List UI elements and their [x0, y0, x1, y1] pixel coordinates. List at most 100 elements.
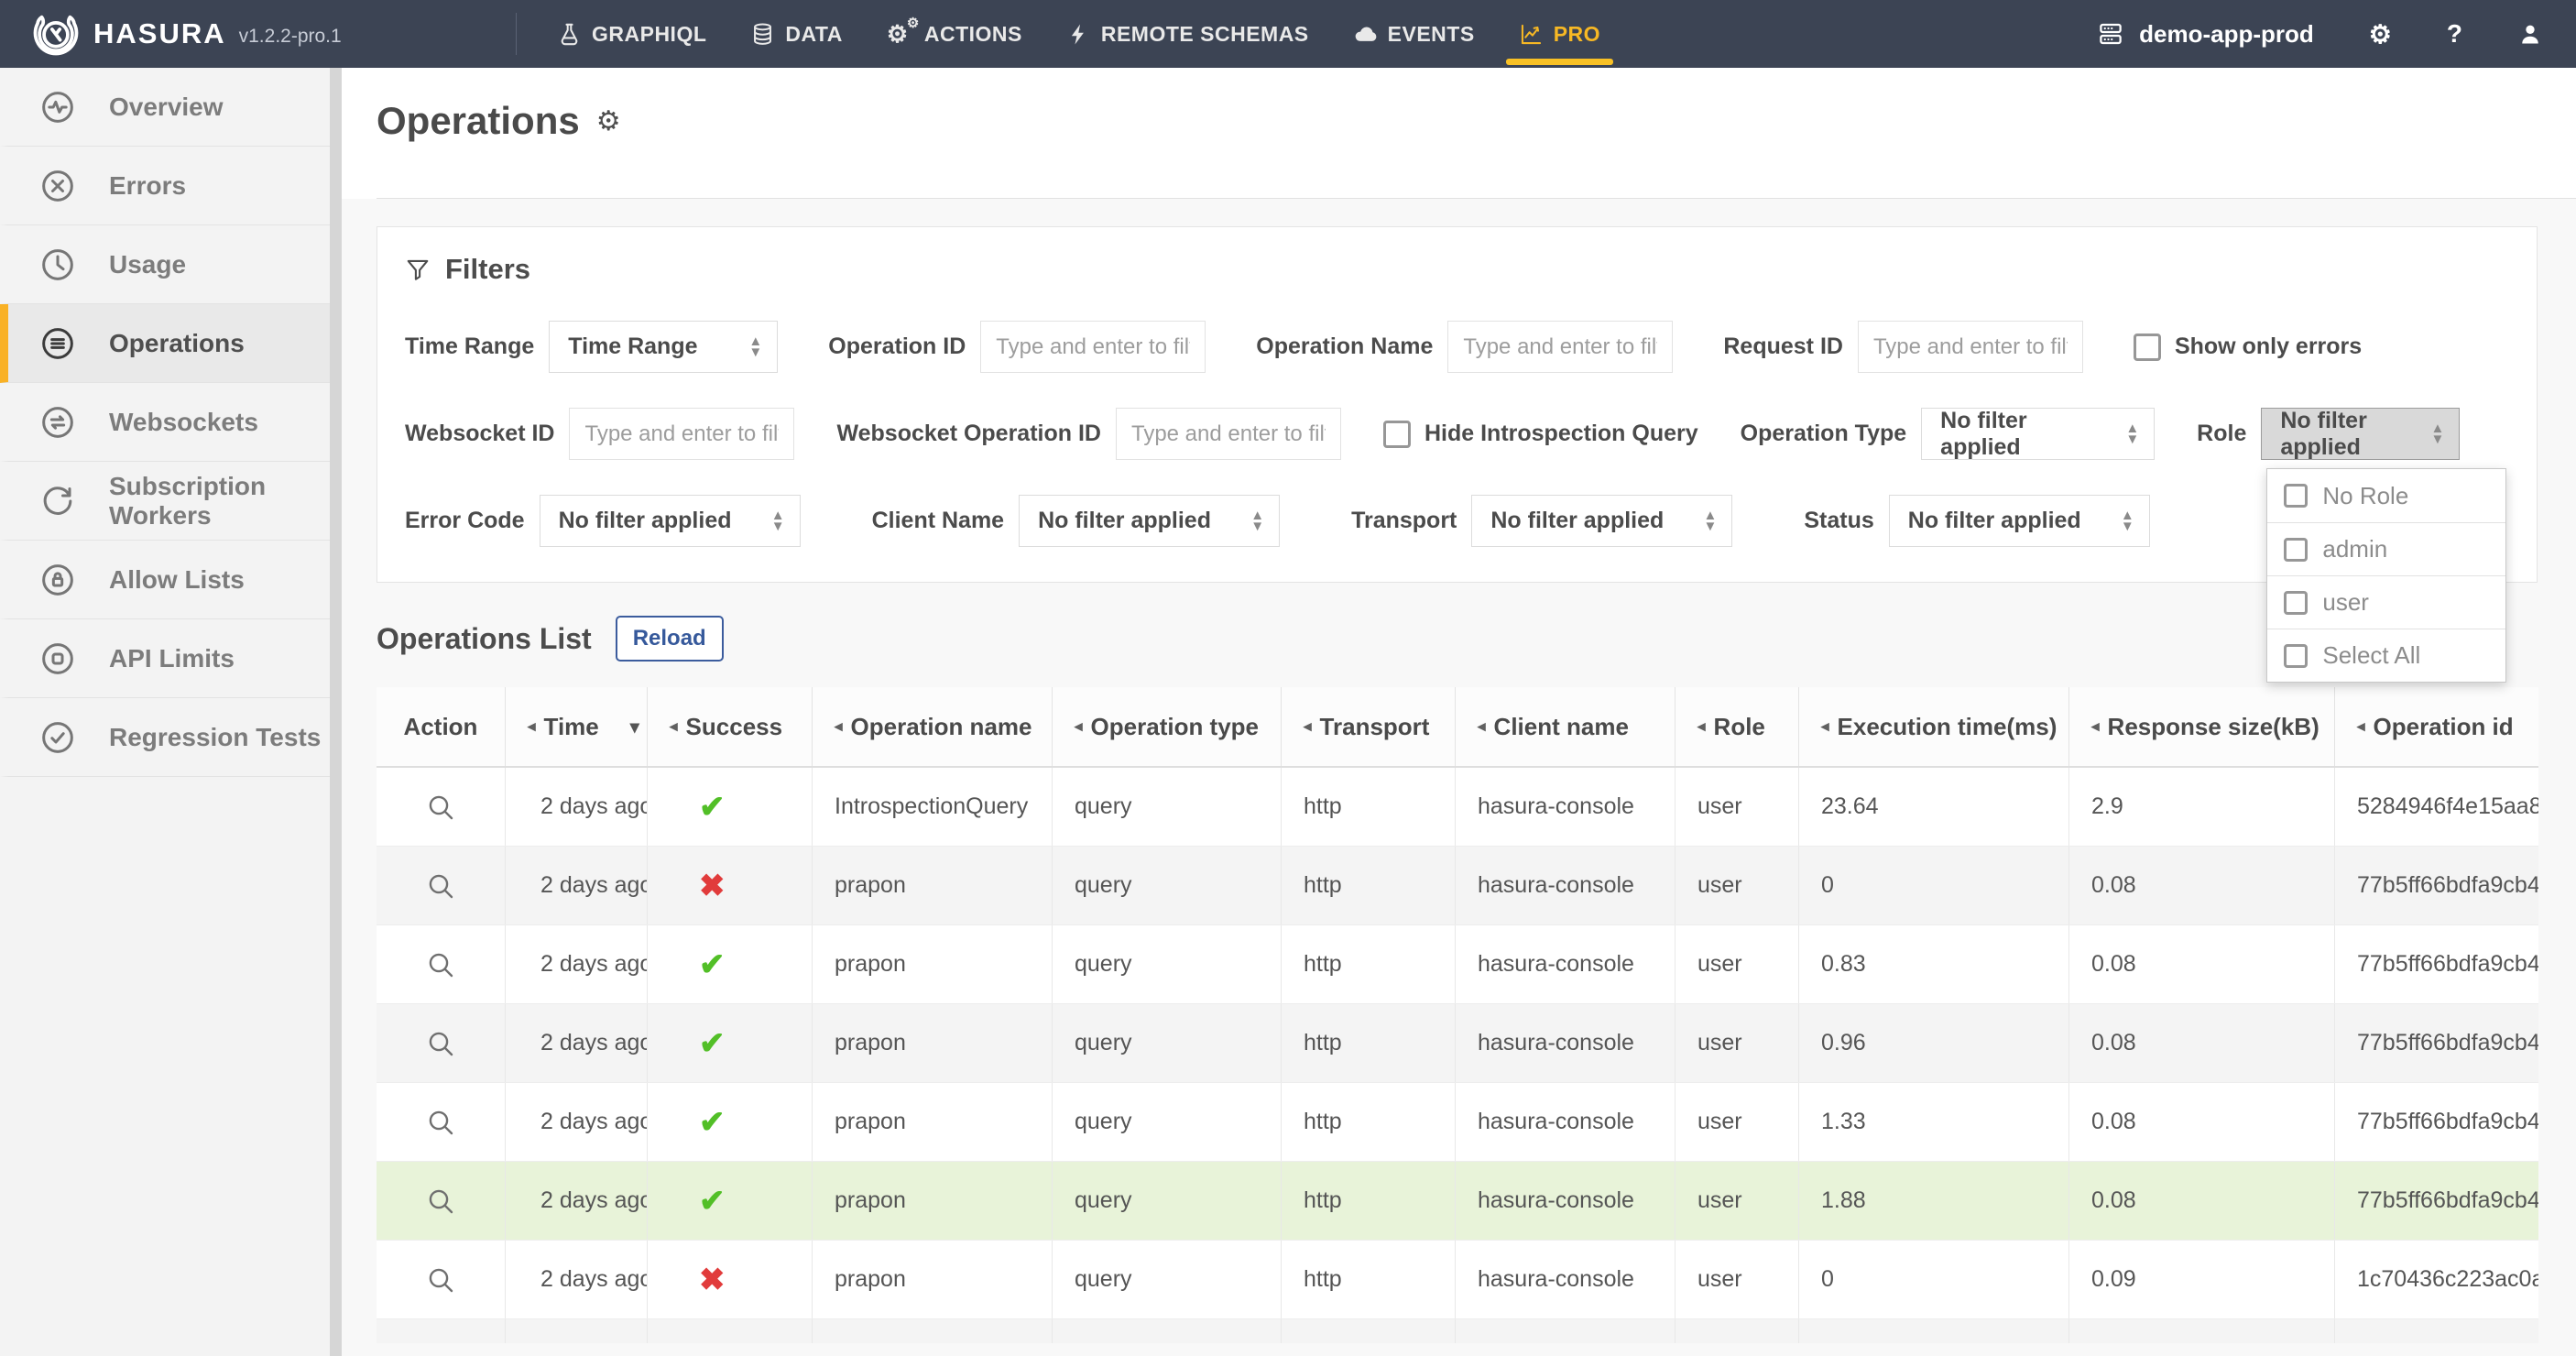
role-option-checkbox[interactable] [2284, 590, 2309, 615]
cell-operation-id: 77b5ff66bdfa9cb4f2f967 [2334, 1083, 2538, 1161]
column-header-action[interactable]: Action [403, 712, 478, 740]
nav-item-events[interactable]: EVENTS [1353, 0, 1475, 68]
sidebar-item-api-limits[interactable]: API Limits [0, 619, 330, 698]
request-id-input[interactable] [1857, 321, 2083, 373]
sidebar-scrollbar[interactable] [330, 68, 342, 1356]
operation-name-input[interactable] [1447, 321, 1674, 373]
nav-item-pro[interactable]: PRO [1505, 0, 1614, 68]
column-header-transport[interactable]: ◂ Transport [1281, 687, 1455, 766]
sort-icon: ◂ [1075, 717, 1083, 735]
column-header-execution-time[interactable]: ◂ Execution time(ms) [1798, 687, 2068, 766]
client-name-select[interactable]: No filter applied ▲ ▼ [1019, 495, 1281, 547]
nav-item-label: GRAPHIQL [592, 21, 707, 46]
nav-item-label: REMOTE SCHEMAS [1100, 21, 1309, 46]
nav-item-graphiql[interactable]: GRAPHIQL [557, 0, 706, 68]
project-selector[interactable]: demo-app-prod [2097, 20, 2314, 49]
sidebar-item-overview[interactable]: Overview [0, 68, 330, 147]
filter-request-id: Request ID [1723, 321, 2083, 373]
column-header-success[interactable]: ◂ Success [647, 687, 812, 766]
column-header-client-name[interactable]: ◂ Client name [1455, 687, 1675, 766]
cell-transport: http [1281, 1241, 1455, 1318]
error-code-select[interactable]: No filter applied ▲ ▼ [539, 495, 801, 547]
websocket-operation-id-input[interactable] [1115, 408, 1341, 460]
role-option-select-all[interactable]: Select All [2267, 629, 2506, 682]
sidebar-item-regression-tests[interactable]: Regression Tests [0, 698, 330, 777]
role-option-user[interactable]: user [2267, 575, 2506, 629]
cell-operation-type: query [1052, 925, 1281, 1003]
cell-response-size: 0.08 [2068, 847, 2334, 924]
nav-item-actions[interactable]: ⚙ ⚙ ACTIONS [887, 0, 1022, 68]
nav-item-data[interactable]: DATA [750, 0, 842, 68]
cell-client-name: hasura-console [1455, 1162, 1675, 1240]
cell-client-name: hasura-console [1455, 1004, 1675, 1082]
sidebar-item-allow-lists[interactable]: Allow Lists [0, 541, 330, 619]
brand[interactable]: HASURA v1.2.2-pro.1 [33, 11, 516, 57]
status-select[interactable]: No filter applied ▲ ▼ [1888, 495, 2150, 547]
help-icon[interactable]: ? [2446, 19, 2462, 48]
error-circle-icon [39, 168, 76, 204]
inspect-icon[interactable] [426, 1265, 455, 1295]
table-row: 2 days ago ✔ prapon query http hasura-co… [377, 1004, 2538, 1083]
show-only-errors-checkbox[interactable] [2133, 333, 2161, 361]
page-settings-gear-icon[interactable]: ⚙ [595, 105, 621, 137]
hasura-logo-icon [33, 15, 79, 56]
sidebar-item-operations[interactable]: Operations [0, 304, 330, 383]
operation-type-select[interactable]: No filter applied ▲ ▼ [1921, 408, 2156, 460]
sidebar-item-usage[interactable]: Usage [0, 225, 330, 304]
inspect-icon[interactable] [426, 1108, 455, 1137]
time-range-select[interactable]: Time Range ▲ ▼ [549, 321, 779, 373]
cell-operation-id: 77b5ff66bdfa9cb4f2f967 [2334, 925, 2538, 1003]
inspect-icon[interactable] [426, 793, 455, 822]
websocket-id-input[interactable] [569, 408, 795, 460]
sidebar-item-errors[interactable]: Errors [0, 147, 330, 225]
nav-item-label: ACTIONS [923, 21, 1022, 46]
transport-select[interactable]: No filter applied ▲ ▼ [1471, 495, 1733, 547]
role-option-checkbox[interactable] [2284, 537, 2309, 562]
inspect-icon[interactable] [426, 1029, 455, 1058]
table-row: 2 days ago ✔ prapon query http hasura-co… [377, 925, 2538, 1004]
active-tab-indicator [1505, 59, 1614, 65]
cell-operation-id: 77b5ff66bdfa9cb4f2f967 [2334, 1162, 2538, 1240]
cell-response-size: 0.08 [2068, 1004, 2334, 1082]
filter-hide-introspection: Hide Introspection Query [1382, 420, 1698, 448]
column-header-operation-type[interactable]: ◂ Operation type [1052, 687, 1281, 766]
filter-operation-type: Operation Type No filter applied ▲ ▼ [1741, 408, 2156, 460]
inspect-icon[interactable] [426, 1186, 455, 1216]
cell-execution-time: 23.64 [1798, 768, 2068, 846]
sidebar-item-label: API Limits [109, 643, 235, 673]
sidebar-item-subscription-workers[interactable]: Subscription Workers [0, 462, 330, 541]
cell-operation-type: query [1052, 1162, 1281, 1240]
cell-transport: http [1281, 1083, 1455, 1161]
version-label: v1.2.2-pro.1 [238, 26, 342, 47]
cell-role: user [1675, 1004, 1798, 1082]
operation-id-input[interactable] [980, 321, 1206, 373]
cell-operation-type: query [1052, 847, 1281, 924]
column-header-operation-id[interactable]: ◂ Operation id [2334, 687, 2538, 766]
column-header-operation-name[interactable]: ◂ Operation name [812, 687, 1052, 766]
sort-icon: ◂ [1821, 717, 1829, 735]
column-header-time[interactable]: ◂ Time ▾ [505, 687, 647, 766]
role-option-checkbox[interactable] [2284, 484, 2309, 508]
check-icon: ✔ [699, 1104, 726, 1140]
inspect-icon[interactable] [426, 871, 455, 901]
cell-role: user [1675, 1162, 1798, 1240]
select-arrows-icon: ▲ ▼ [2125, 420, 2140, 447]
cell-operation-name: IntrospectionQuery [812, 768, 1052, 846]
project-name: demo-app-prod [2139, 19, 2314, 48]
settings-gear-icon[interactable]: ⚙ [2368, 19, 2392, 49]
role-option-admin[interactable]: admin [2267, 522, 2506, 575]
hide-introspection-checkbox[interactable] [1382, 420, 1411, 448]
sidebar-item-label: Overview [109, 92, 224, 121]
nav-item-remote-schemas[interactable]: REMOTE SCHEMAS [1066, 0, 1309, 68]
role-select[interactable]: No filter applied ▲ ▼ [2261, 408, 2461, 460]
role-option-checkbox[interactable] [2284, 643, 2309, 668]
user-icon[interactable] [2517, 21, 2543, 47]
column-header-role[interactable]: ◂ Role [1675, 687, 1798, 766]
inspect-icon[interactable] [426, 950, 455, 979]
table-row: 2 days ago ✖ prapon query http hasura-co… [377, 847, 2538, 925]
role-option-no-role[interactable]: No Role [2267, 469, 2506, 522]
column-header-response-size[interactable]: ◂ Response size(kB) [2068, 687, 2334, 766]
check-icon: ✔ [699, 789, 726, 825]
reload-button[interactable]: Reload [615, 616, 724, 662]
sidebar-item-websockets[interactable]: Websockets [0, 383, 330, 462]
